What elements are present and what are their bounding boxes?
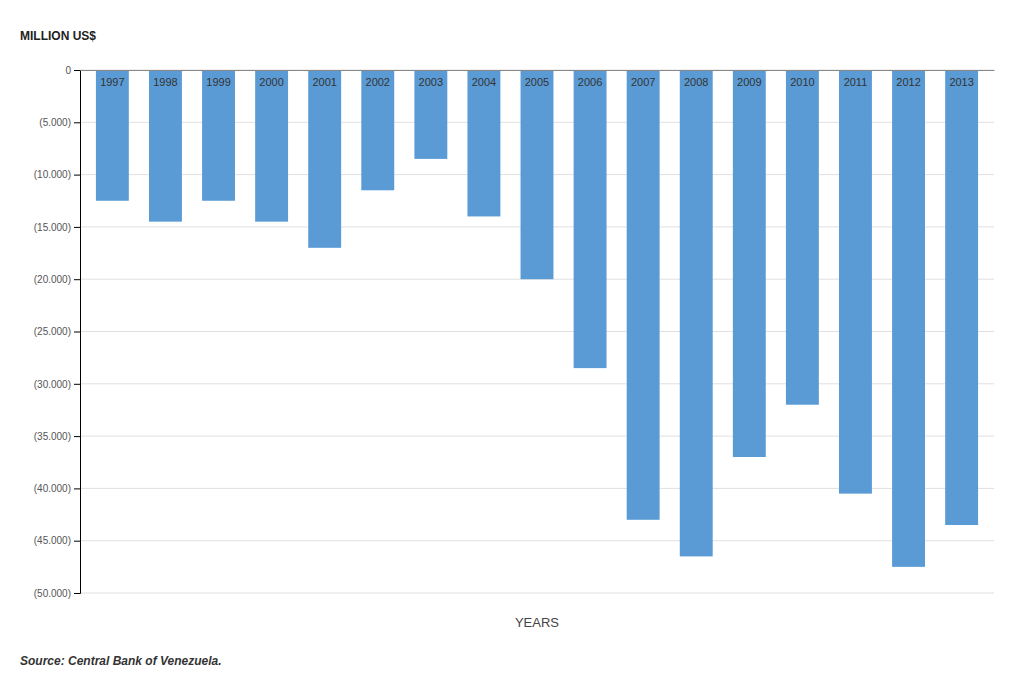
y-tick-label: (20.000)	[34, 274, 71, 285]
annotation: Source: Central Bank of Venezuela.	[20, 654, 222, 668]
y-tick-label: 0	[65, 65, 71, 76]
y-tick-mark	[74, 122, 80, 123]
y-axis: (50.000) (45.000) (40.000) (35.000) (30.000)…	[34, 65, 81, 599]
y-tick-mark	[74, 175, 80, 176]
category-label: 2011	[844, 76, 868, 88]
bar	[892, 70, 925, 567]
y-tick-label: (15.000)	[34, 222, 71, 233]
x-axis	[81, 70, 995, 71]
bars	[96, 70, 978, 567]
bar	[308, 70, 341, 248]
category-label: 2013	[949, 76, 973, 88]
category-label: 2007	[631, 76, 655, 88]
bar	[574, 70, 607, 368]
y-tick-label: (45.000)	[34, 535, 71, 546]
grid	[80, 70, 994, 593]
y-tick-mark	[74, 384, 80, 385]
category-label: 2006	[578, 76, 602, 88]
category-label: 1997	[100, 76, 124, 88]
y-tick: (20.000)	[34, 274, 80, 285]
category-labels: 1997 1998 1999 2000 2001 2002 2003 2004 2005 2006…	[100, 76, 974, 88]
category-label: 2012	[896, 76, 920, 88]
x-axis-line	[81, 70, 995, 71]
bar	[839, 70, 872, 494]
y-tick-label: (40.000)	[34, 483, 71, 494]
y-tick-mark	[74, 332, 80, 333]
category-label: 2004	[472, 76, 496, 88]
y-tick: (35.000)	[34, 431, 80, 442]
bar	[361, 70, 394, 190]
y-tick-label: (30.000)	[34, 379, 71, 390]
y-tick-label: (25.000)	[34, 326, 71, 337]
category-label: 2010	[790, 76, 814, 88]
bar	[945, 70, 978, 525]
bar	[680, 70, 713, 556]
bar	[467, 70, 500, 216]
y-tick: (45.000)	[34, 535, 80, 546]
y-tick: (5.000)	[39, 117, 80, 128]
x-label: YEARS	[515, 615, 559, 630]
category-label: 2000	[259, 76, 283, 88]
y-tick-mark	[74, 227, 80, 228]
y-tick: (15.000)	[34, 222, 80, 233]
grid-line	[80, 593, 994, 594]
bar	[149, 70, 182, 222]
category-label: 2002	[366, 76, 390, 88]
bar	[414, 70, 447, 159]
y-tick: (30.000)	[34, 379, 80, 390]
y-tick: (25.000)	[34, 326, 80, 337]
bar	[733, 70, 766, 457]
category-label: 1999	[206, 76, 230, 88]
y-tick-mark	[74, 279, 80, 280]
y-tick-mark	[74, 488, 80, 489]
bar	[627, 70, 660, 520]
category-label: 2009	[737, 76, 761, 88]
y-tick-label: (10.000)	[34, 169, 71, 180]
y-tick-label: (35.000)	[34, 431, 71, 442]
bar	[255, 70, 288, 222]
y-tick: (50.000)	[34, 588, 80, 599]
category-label: 2005	[525, 76, 549, 88]
plot: (50.000) (45.000) (40.000) (35.000) (30.000)…	[34, 65, 995, 599]
bar	[202, 70, 235, 201]
y-tick-mark	[74, 593, 80, 594]
bar	[521, 70, 554, 279]
y-tick-mark	[74, 70, 80, 71]
y-tick: (10.000)	[34, 169, 80, 180]
y-tick-label: (50.000)	[34, 588, 71, 599]
bar	[786, 70, 819, 405]
y-label: MILLION US$	[20, 29, 96, 43]
category-label: 2003	[419, 76, 443, 88]
annotations: Source: Central Bank of Venezuela.	[20, 654, 222, 668]
bar	[96, 70, 129, 201]
category-label: 1998	[153, 76, 177, 88]
y-tick-mark	[74, 436, 80, 437]
y-tick: 0	[65, 65, 80, 76]
y-tick: (40.000)	[34, 483, 80, 494]
grid-line	[80, 540, 994, 541]
y-tick-mark	[74, 541, 80, 542]
chart: (50.000) (45.000) (40.000) (35.000) (30.000)…	[0, 0, 1024, 683]
y-tick-label: (5.000)	[39, 117, 71, 128]
category-label: 2001	[312, 76, 336, 88]
grid-line	[80, 70, 994, 71]
category-label: 2008	[684, 76, 708, 88]
y-axis-line	[74, 71, 81, 594]
